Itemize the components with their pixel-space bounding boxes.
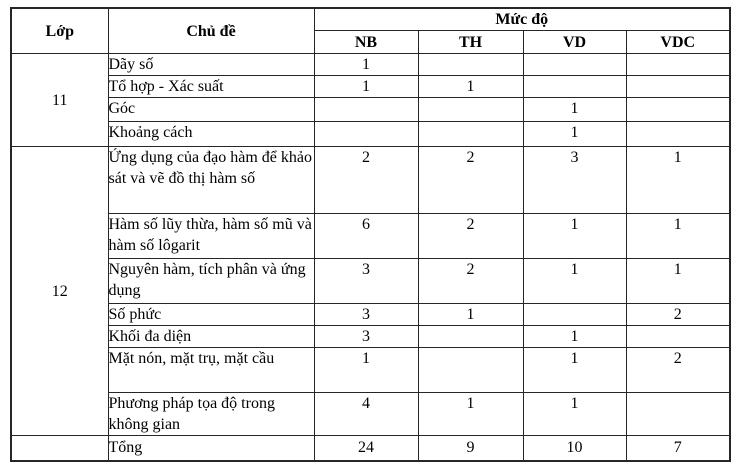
- topic-cell: Khối đa diện: [107, 325, 315, 348]
- table-row: Hàm số lũy thừa, hàm số mũ và hàm số lôg…: [11, 213, 731, 259]
- value-cell-vd: 1: [522, 392, 627, 436]
- value-cell-vdc: 1: [625, 213, 731, 259]
- table-header-row-1: Lớp Chủ đề Mức độ: [10, 7, 731, 54]
- value-cell-vdc: 1: [625, 258, 731, 304]
- table-row: Khoảng cách 1: [11, 121, 731, 147]
- value-cell-th: 1: [417, 303, 524, 326]
- grade-cell-empty: [10, 435, 109, 461]
- value-cell-nb: 4: [313, 392, 419, 436]
- header-level-vd: VD: [522, 30, 627, 54]
- header-level-vdc: VDC: [625, 30, 731, 54]
- topic-cell: Tổ hợp - Xác suất: [107, 75, 315, 98]
- topic-cell: Khoảng cách: [107, 121, 315, 147]
- table-row: Mặt nón, mặt trụ, mặt cầu 1 1 2: [11, 347, 731, 393]
- total-value-vd: 10: [522, 435, 627, 461]
- table-row: Góc 1: [11, 97, 731, 122]
- header-level-group: Mức độ: [313, 7, 731, 31]
- value-cell-nb: 3: [313, 325, 419, 348]
- table-row: Phương pháp tọa độ trong không gian 4 1 …: [11, 392, 731, 436]
- value-cell-th: 1: [417, 392, 524, 436]
- value-cell-nb: [313, 121, 419, 147]
- topic-cell: Ứng dụng của đạo hàm để khảo sát và vẽ đ…: [107, 146, 315, 214]
- value-cell-vdc: 2: [625, 303, 731, 326]
- topic-cell: Dãy số: [107, 53, 315, 76]
- value-cell-vdc: [625, 392, 731, 436]
- value-cell-vd: 1: [522, 97, 627, 122]
- value-cell-vd: 1: [522, 347, 627, 393]
- value-cell-th: [417, 97, 524, 122]
- value-cell-vdc: 1: [625, 146, 731, 214]
- value-cell-th: [417, 121, 524, 147]
- value-cell-th: 2: [417, 146, 524, 214]
- total-label-cell: Tổng: [107, 435, 315, 461]
- table-row: Tổ hợp - Xác suất 1 1: [11, 75, 731, 98]
- table-row: Số phức 3 1 2: [11, 303, 731, 326]
- total-value-vdc: 7: [625, 435, 731, 461]
- value-cell-vd: 3: [522, 146, 627, 214]
- grade-12-cell: 12: [10, 146, 109, 436]
- value-cell-vd: [522, 303, 627, 326]
- topic-cell: Nguyên hàm, tích phân và ứng dụng: [107, 258, 315, 304]
- table-row: 12 Ứng dụng của đạo hàm để khảo sát và v…: [10, 146, 731, 436]
- value-cell-vdc: [625, 325, 731, 348]
- value-cell-vdc: [625, 53, 731, 76]
- value-cell-vd: [522, 53, 627, 76]
- total-value-nb: 24: [313, 435, 419, 461]
- value-cell-vdc: [625, 97, 731, 122]
- value-cell-nb: 1: [313, 53, 419, 76]
- table-header-row-2: NB TH VD VDC: [11, 30, 731, 54]
- value-cell-th: [417, 325, 524, 348]
- value-cell-nb: 1: [313, 347, 419, 393]
- header-class: Lớp: [10, 7, 109, 54]
- header-level-th: TH: [417, 30, 524, 54]
- value-cell-nb: 3: [313, 303, 419, 326]
- header-topic: Chủ đề: [107, 7, 315, 54]
- table-row: Nguyên hàm, tích phân và ứng dụng 3 2 1 …: [11, 258, 731, 304]
- value-cell-vd: 1: [522, 325, 627, 348]
- topic-cell: Hàm số lũy thừa, hàm số mũ và hàm số lôg…: [107, 213, 315, 259]
- topic-cell: Góc: [107, 97, 315, 122]
- value-cell-vd: 1: [522, 121, 627, 147]
- topic-cell: Mặt nón, mặt trụ, mặt cầu: [107, 347, 315, 393]
- value-cell-nb: 3: [313, 258, 419, 304]
- total-row: Tổng 24 9 10 7: [10, 435, 731, 461]
- total-value-th: 9: [417, 435, 524, 461]
- value-cell-th: [417, 53, 524, 76]
- value-cell-nb: [313, 97, 419, 122]
- test-matrix-table: Lớp Chủ đề Mức độ NB TH VD VDC 11 Dãy số…: [10, 7, 732, 462]
- value-cell-th: 1: [417, 75, 524, 98]
- topic-cell: Phương pháp tọa độ trong không gian: [107, 392, 315, 436]
- value-cell-nb: 1: [313, 75, 419, 98]
- value-cell-nb: 2: [313, 146, 419, 214]
- value-cell-vdc: [625, 75, 731, 98]
- table-row: 11 Dãy số 1: [10, 53, 731, 147]
- value-cell-th: [417, 347, 524, 393]
- value-cell-vdc: [625, 121, 731, 147]
- topic-cell: Số phức: [107, 303, 315, 326]
- value-cell-th: 2: [417, 258, 524, 304]
- header-level-nb: NB: [313, 30, 419, 54]
- value-cell-vd: [522, 75, 627, 98]
- value-cell-vd: 1: [522, 213, 627, 259]
- value-cell-vd: 1: [522, 258, 627, 304]
- table-row: Khối đa diện 3 1: [11, 325, 731, 348]
- value-cell-th: 2: [417, 213, 524, 259]
- grade-11-cell: 11: [10, 53, 109, 147]
- value-cell-nb: 6: [313, 213, 419, 259]
- value-cell-vdc: 2: [625, 347, 731, 393]
